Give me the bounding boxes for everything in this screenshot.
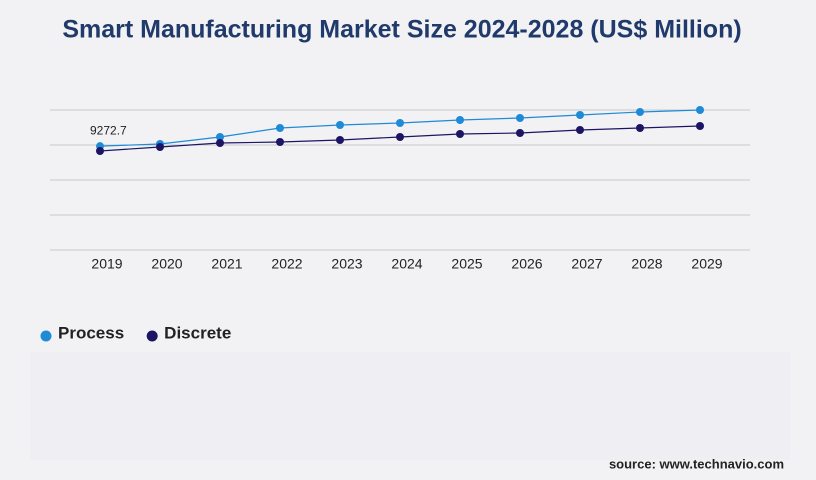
panel <box>30 352 790 460</box>
point <box>696 122 704 131</box>
point <box>636 108 644 117</box>
point <box>336 136 344 145</box>
x-tick-label: 2022 <box>271 256 302 272</box>
point <box>216 138 224 147</box>
point <box>636 123 644 132</box>
point <box>396 133 404 142</box>
x-tick-label: 2027 <box>571 256 602 272</box>
point <box>276 137 284 146</box>
chart-title: Smart Manufacturing Market Size 2024-202… <box>62 16 741 44</box>
data-label: 9272.7 <box>90 123 127 137</box>
legend-marker <box>40 330 52 342</box>
x-tick-label: 2025 <box>451 256 482 272</box>
point <box>156 143 164 152</box>
x-tick-label: 2019 <box>91 256 122 272</box>
legend-label: Discrete <box>164 323 231 342</box>
x-tick-label: 2028 <box>631 256 662 272</box>
legend-marker <box>146 330 158 342</box>
point <box>336 120 344 129</box>
x-tick-label: 2024 <box>391 256 422 272</box>
point <box>96 147 104 156</box>
point <box>396 119 404 128</box>
x-tick-label: 2020 <box>151 256 182 272</box>
point <box>456 130 464 139</box>
x-tick-label: 2029 <box>691 256 722 272</box>
point <box>696 106 704 114</box>
point <box>216 133 224 142</box>
point <box>516 113 524 122</box>
x-tick-label: 2026 <box>511 256 542 272</box>
point <box>276 123 284 132</box>
x-tick-label: 2023 <box>331 256 362 272</box>
point <box>516 129 524 138</box>
point <box>576 126 584 135</box>
source: source: www.technavio.com <box>609 456 784 471</box>
point <box>456 116 464 125</box>
point <box>576 110 584 119</box>
x-tick-label: 2021 <box>211 256 242 272</box>
legend-label: Process <box>58 323 124 342</box>
